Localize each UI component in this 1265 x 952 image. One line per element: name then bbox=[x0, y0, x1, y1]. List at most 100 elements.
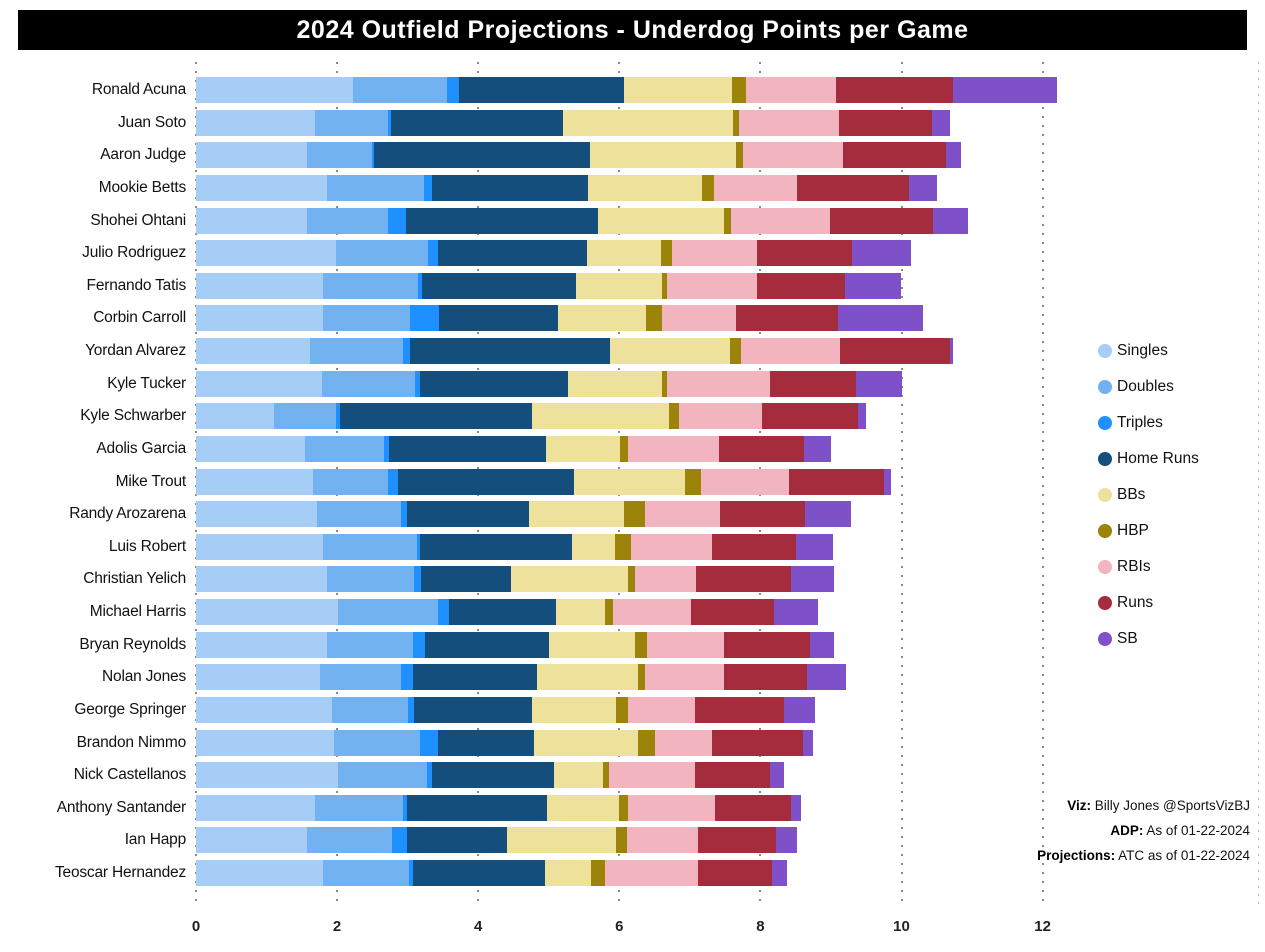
y-axis-label-bryan-reynolds: Bryan Reynolds bbox=[79, 635, 186, 653]
legend-item-runs: Runs bbox=[1098, 585, 1199, 621]
attribution-label: Viz: bbox=[1067, 798, 1091, 813]
attribution-label: ADP: bbox=[1110, 823, 1144, 838]
bar-segment-doubles bbox=[322, 860, 410, 886]
bar-segment-hbp bbox=[701, 174, 715, 201]
bar-segment-doubles bbox=[313, 468, 388, 495]
bar-segment-hbp bbox=[616, 696, 629, 723]
bar-segment-home-runs bbox=[424, 631, 550, 658]
bar-row-christian-yelich bbox=[196, 566, 834, 593]
legend-swatch-bbs bbox=[1098, 488, 1112, 502]
y-axis-label-kyle-tucker: Kyle Tucker bbox=[107, 374, 186, 392]
bar-segment-singles bbox=[196, 370, 322, 397]
bar-segment-runs bbox=[718, 435, 805, 462]
bar-segment-bbs bbox=[549, 631, 636, 658]
x-tick-label-12: 12 bbox=[1034, 918, 1051, 935]
legend-swatch-doubles bbox=[1098, 380, 1112, 394]
bar-segment-triples bbox=[413, 566, 422, 593]
bar-segment-triples bbox=[402, 338, 410, 364]
bar-segment-runs bbox=[697, 860, 773, 886]
legend-label-home-runs: Home Runs bbox=[1117, 450, 1199, 467]
bar-segment-home-runs bbox=[459, 77, 625, 103]
bar-segment-home-runs bbox=[412, 860, 546, 886]
bar-segment-triples bbox=[387, 109, 391, 136]
bar-segment-runs bbox=[695, 762, 771, 789]
bar-segment-triples bbox=[372, 142, 375, 169]
y-axis-label-fernando-tatis: Fernando Tatis bbox=[86, 276, 187, 294]
bar-segment-bbs bbox=[576, 272, 662, 299]
bar-segment-triples bbox=[387, 468, 398, 495]
bar-segment-singles bbox=[196, 468, 314, 495]
y-axis-label-kyle-schwarber: Kyle Schwarber bbox=[80, 407, 186, 425]
bar-segment-hbp bbox=[637, 664, 645, 691]
bar-segment-rbis bbox=[743, 142, 843, 169]
bar-row-mookie-betts bbox=[196, 174, 937, 201]
bar-segment-hbp bbox=[736, 142, 744, 169]
bar-segment-bbs bbox=[587, 174, 702, 201]
bar-segment-home-runs bbox=[437, 729, 534, 756]
bar-segment-singles bbox=[196, 794, 315, 821]
bar-row-yordan-alvarez bbox=[196, 338, 953, 364]
bar-segment-bbs bbox=[598, 207, 724, 234]
bar-segment-singles bbox=[196, 729, 335, 756]
bar-row-teoscar-hernandez bbox=[196, 860, 788, 886]
bar-segment-runs bbox=[756, 272, 846, 299]
bar-segment-sb bbox=[837, 305, 923, 332]
bar-segment-singles bbox=[196, 827, 308, 854]
bar-segment-runs bbox=[788, 468, 884, 495]
bar-segment-rbis bbox=[631, 533, 712, 560]
bar-segment-rbis bbox=[667, 370, 770, 397]
legend-swatch-hbp bbox=[1098, 524, 1112, 538]
bar-segment-sb bbox=[770, 762, 784, 789]
bar-segment-hbp bbox=[605, 599, 613, 625]
bar-segment-sb bbox=[945, 142, 962, 169]
bar-segment-bbs bbox=[545, 435, 620, 462]
bar-segment-hbp bbox=[616, 827, 628, 854]
bar-segment-bbs bbox=[586, 240, 661, 267]
y-axis-label-christian-yelich: Christian Yelich bbox=[83, 570, 186, 588]
y-axis-label-brandon-nimmo: Brandon Nimmo bbox=[76, 733, 187, 751]
bar-segment-home-runs bbox=[438, 305, 558, 332]
bar-segment-bbs bbox=[568, 370, 662, 397]
bar-segment-rbis bbox=[644, 501, 721, 528]
x-tick-label-6: 6 bbox=[615, 918, 624, 935]
bar-segment-bbs bbox=[610, 338, 731, 364]
gridline-x-10 bbox=[900, 62, 903, 908]
bar-segment-rbis bbox=[745, 77, 836, 103]
bar-segment-rbis bbox=[739, 109, 840, 136]
bar-segment-singles bbox=[196, 533, 323, 560]
legend-label-sb: SB bbox=[1117, 630, 1138, 647]
bar-segment-singles bbox=[196, 696, 333, 723]
y-axis-label-luis-robert: Luis Robert bbox=[108, 537, 186, 555]
bar-segment-doubles bbox=[307, 207, 388, 234]
bar-segment-singles bbox=[196, 566, 328, 593]
bar-row-juan-soto bbox=[196, 109, 951, 136]
bar-row-luis-robert bbox=[196, 533, 833, 560]
y-axis-label-aaron-judge: Aaron Judge bbox=[100, 146, 186, 164]
bar-segment-hbp bbox=[668, 403, 680, 430]
bar-row-adolis-garcia bbox=[196, 435, 831, 462]
y-axis-label-adolis-garcia: Adolis Garcia bbox=[96, 439, 186, 457]
legend-swatch-runs bbox=[1098, 596, 1112, 610]
legend-label-triples: Triples bbox=[1117, 414, 1163, 431]
legend-item-triples: Triples bbox=[1098, 405, 1199, 441]
legend-swatch-sb bbox=[1098, 632, 1112, 646]
x-tick-label-8: 8 bbox=[756, 918, 765, 935]
y-axis-label-yordan-alvarez: Yordan Alvarez bbox=[85, 342, 186, 359]
bar-segment-doubles bbox=[337, 599, 438, 625]
bar-segment-bbs bbox=[557, 305, 647, 332]
y-axis-label-shohei-ohtani: Shohei Ohtani bbox=[90, 211, 186, 229]
bar-segment-triples bbox=[426, 762, 433, 789]
bar-segment-bbs bbox=[507, 827, 617, 854]
bar-segment-bbs bbox=[572, 533, 616, 560]
bar-segment-runs bbox=[714, 794, 792, 821]
bar-segment-bbs bbox=[553, 762, 604, 789]
bar-segment-sb bbox=[952, 77, 1057, 103]
bar-segment-singles bbox=[196, 631, 327, 658]
bar-segment-triples bbox=[437, 599, 450, 625]
bar-segment-hbp bbox=[661, 370, 668, 397]
bar-segment-doubles bbox=[321, 370, 415, 397]
bar-row-aaron-judge bbox=[196, 142, 962, 169]
bar-segment-doubles bbox=[274, 403, 336, 430]
bar-segment-runs bbox=[711, 533, 797, 560]
bar-segment-hbp bbox=[660, 240, 673, 267]
